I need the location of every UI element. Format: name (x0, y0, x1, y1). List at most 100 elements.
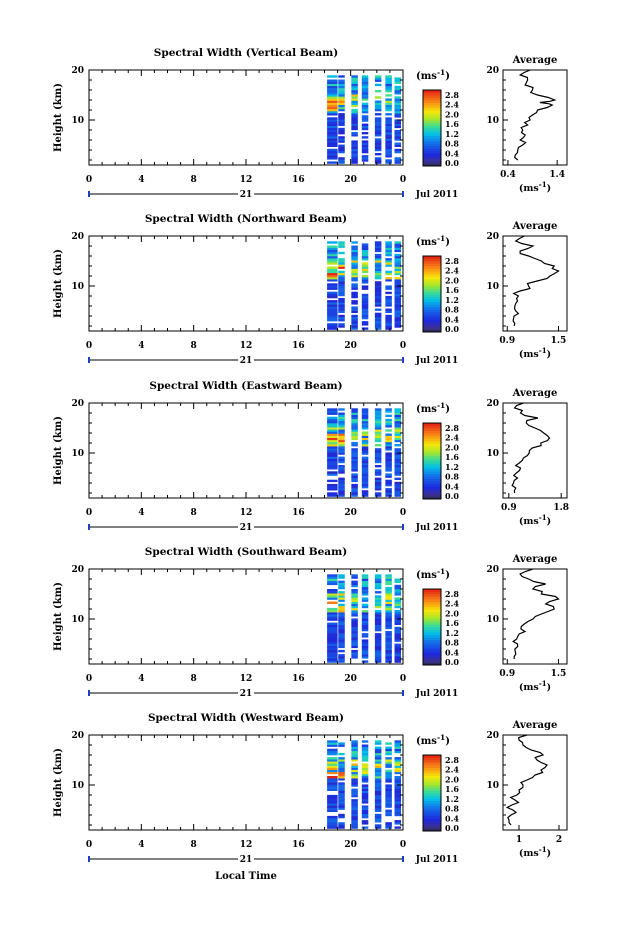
day-label-bg (238, 189, 254, 199)
colorbar-segment (423, 311, 441, 315)
average-frame (502, 69, 568, 166)
average-y-tick-label: 10 (486, 449, 499, 459)
heatmap-cell (394, 660, 402, 663)
heatmap-cell (394, 628, 402, 632)
heatmap-cell (374, 316, 382, 320)
x-tick-label: 0 (86, 341, 92, 351)
heatmap-cell (361, 144, 369, 147)
heatmap-cell (385, 656, 392, 659)
heatmap-cell (327, 589, 338, 592)
heatmap-cell (374, 425, 382, 428)
x-tick-label: 12 (240, 840, 253, 850)
day-label-bg (238, 854, 254, 864)
heatmap-cell (361, 412, 369, 415)
heatmap-cell (351, 441, 358, 445)
heatmap-cell (338, 744, 345, 747)
heatmap (327, 574, 402, 663)
x-tick-label: 0 (400, 674, 406, 684)
x-tick-label: 0 (400, 341, 406, 351)
heatmap-cell (338, 649, 345, 653)
heatmap-cell (385, 119, 392, 122)
average-frame (502, 235, 568, 332)
colorbar-tick-label: 0.0 (445, 158, 459, 168)
heatmap-cell (327, 626, 338, 630)
heatmap-cell (338, 610, 345, 613)
heatmap-cell (385, 788, 392, 791)
heatmap-cell (374, 643, 382, 646)
heatmap-cell (338, 283, 345, 286)
heatmap-cell (385, 241, 392, 244)
heatmap-cell (374, 113, 382, 116)
heatmap-cell (374, 818, 382, 821)
heatmap-cell (351, 601, 358, 604)
heatmap-cell (361, 136, 369, 139)
heatmap-cell (374, 408, 382, 411)
heatmap-cell (374, 258, 382, 261)
average-y-tick-label: 20 (486, 399, 499, 409)
heatmap-cell (351, 807, 358, 810)
x-tick-label: 0 (400, 840, 406, 850)
heatmap-cell (351, 576, 358, 579)
heatmap-cell (385, 618, 392, 621)
heatmap-cell (327, 799, 338, 802)
colorbar-segment (423, 440, 441, 444)
heatmap-cell (327, 247, 338, 250)
colorbar-unit: (ms-1) (416, 733, 450, 747)
date-label: Jul 2011 (415, 855, 458, 865)
heatmap-cell (374, 281, 382, 284)
heatmap-cell (374, 75, 382, 78)
colorbar-segment (423, 324, 441, 328)
colorbar-segment (423, 624, 441, 628)
heatmap-cell (394, 115, 402, 118)
heatmap-cell (374, 106, 382, 110)
heatmap-cell (385, 742, 392, 745)
heatmap-cell (361, 582, 369, 586)
heatmap-cell (351, 494, 358, 497)
colorbar-segment (423, 120, 441, 124)
heatmap-cell (374, 603, 382, 607)
heatmap-cell (385, 616, 392, 619)
heatmap-cell (374, 767, 382, 770)
heatmap-cell (385, 765, 392, 768)
heatmap-cell (361, 81, 369, 84)
colorbar-tick-label: 0.4 (445, 813, 459, 823)
heatmap-cell (361, 285, 369, 288)
heatmap-cell (338, 660, 345, 663)
heatmap-cell (338, 782, 345, 785)
heatmap-cell (385, 591, 392, 594)
heatmap-cell (394, 748, 402, 752)
heatmap-cell (361, 633, 369, 636)
heatmap-cell (327, 274, 338, 278)
heatmap-cell (394, 316, 402, 320)
heatmap-cell (338, 784, 345, 787)
heatmap-cell (385, 75, 392, 78)
heatmap-cell (385, 801, 392, 804)
heatmap-cell (338, 620, 345, 623)
heatmap-cell (338, 121, 345, 124)
heatmap-cell (361, 293, 369, 297)
heatmap-cell (361, 266, 369, 269)
heatmap-cell (338, 801, 345, 804)
heatmap-cell (338, 316, 345, 320)
colorbar-segment (423, 133, 441, 136)
colorbar-tick-label: 2.8 (445, 755, 459, 765)
heatmap-cell (374, 761, 382, 764)
heatmap-cell (327, 323, 338, 326)
heatmap-cell (385, 593, 392, 596)
heatmap-cell (385, 780, 392, 783)
heatmap-cell (374, 245, 382, 248)
heatmap-cell (374, 633, 382, 636)
heatmap-cell (385, 85, 392, 89)
heatmap-cell (361, 786, 369, 789)
heatmap-cell (394, 471, 402, 474)
heatmap-cell (327, 473, 338, 476)
heatmap-cell (374, 584, 382, 588)
heatmap-cell (351, 589, 358, 592)
heatmap-cell (361, 150, 369, 154)
heatmap-cell (327, 467, 338, 470)
heatmap-cell (351, 626, 358, 630)
heatmap-cell (351, 414, 358, 417)
heatmap-cell (385, 490, 392, 493)
heatmap-cell (327, 79, 338, 82)
heatmap-cell (327, 119, 338, 122)
